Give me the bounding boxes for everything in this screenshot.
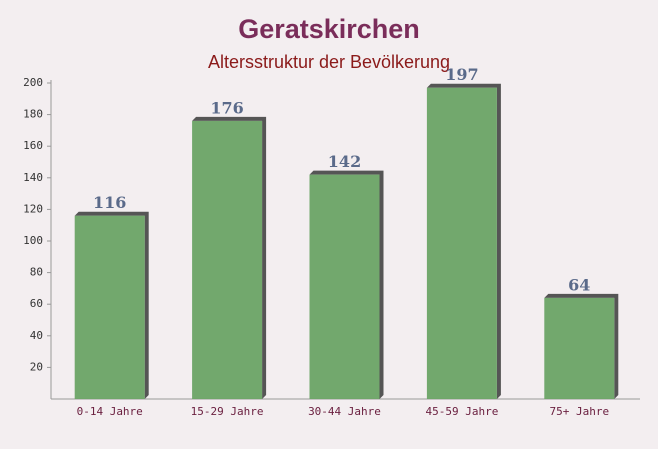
bar [192,120,263,400]
y-tick-label: 160 [23,139,43,152]
x-tick-label: 15-29 Jahre [191,405,264,418]
value-label: 176 [210,98,243,117]
y-tick-label: 100 [23,234,43,247]
bar [309,174,380,399]
y-tick-label: 40 [30,329,43,342]
bar [74,215,145,399]
y-tick-label: 80 [30,266,43,279]
x-tick-label: 0-14 Jahre [77,405,143,418]
y-tick-label: 200 [23,76,43,89]
bar [426,87,497,400]
value-label: 197 [445,65,478,84]
value-label: 142 [328,152,361,171]
chart-title: Geratskirchen [238,14,420,44]
value-label: 116 [93,193,126,212]
y-tick-label: 180 [23,108,43,121]
x-tick-label: 45-59 Jahre [425,405,498,418]
chart-subtitle: Altersstruktur der Bevölkerung [208,52,450,72]
x-tick-label: 30-44 Jahre [308,405,381,418]
y-tick-label: 120 [23,202,43,215]
y-tick-label: 140 [23,171,43,184]
bar [544,297,615,399]
value-label: 64 [568,275,590,294]
y-tick-label: 20 [30,360,43,373]
y-tick-label: 60 [30,297,43,310]
x-tick-label: 75+ Jahre [549,405,609,418]
